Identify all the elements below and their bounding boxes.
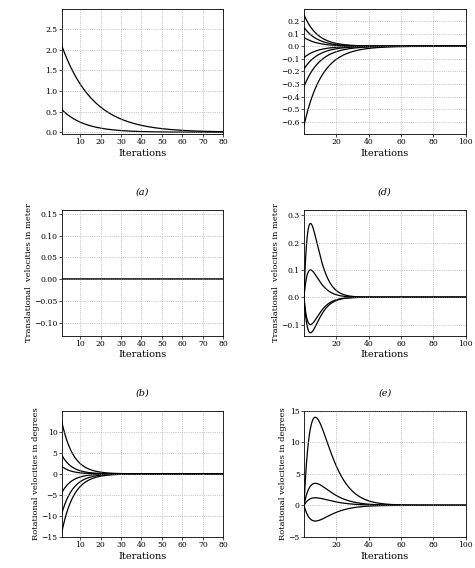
X-axis label: Iterations: Iterations: [118, 350, 167, 360]
Y-axis label: Translational  velocities in meter: Translational velocities in meter: [272, 203, 280, 342]
Y-axis label: Translational  velocities in meter: Translational velocities in meter: [25, 203, 33, 342]
X-axis label: Iterations: Iterations: [361, 350, 409, 360]
X-axis label: Iterations: Iterations: [118, 149, 167, 158]
Text: (a): (a): [136, 187, 149, 196]
Y-axis label: Rotational velocities in degrees: Rotational velocities in degrees: [32, 407, 40, 540]
Text: (b): (b): [136, 389, 149, 398]
X-axis label: Iterations: Iterations: [361, 149, 409, 158]
X-axis label: Iterations: Iterations: [361, 552, 409, 561]
Text: (d): (d): [378, 187, 391, 196]
Text: (e): (e): [378, 389, 391, 398]
Y-axis label: Rotational velocities in degrees: Rotational velocities in degrees: [279, 407, 287, 540]
X-axis label: Iterations: Iterations: [118, 552, 167, 561]
